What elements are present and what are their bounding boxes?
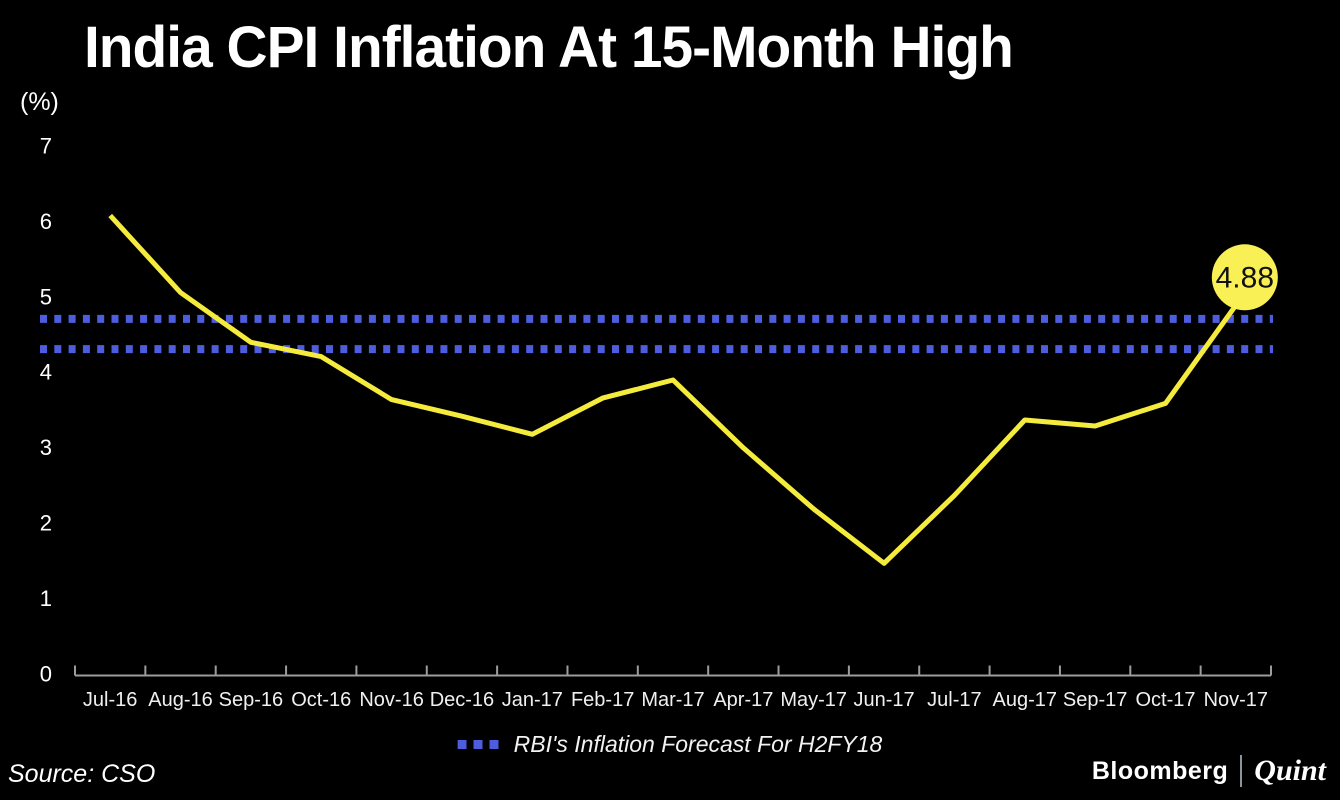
chart-title: India CPI Inflation At 15-Month High — [84, 15, 1014, 80]
latest-value-marker — [1211, 244, 1278, 311]
x-tick-label: Feb-17 — [571, 689, 634, 711]
logo-separator — [1240, 755, 1243, 787]
y-tick-label: 2 — [40, 511, 52, 536]
x-tick-label: Aug-17 — [993, 689, 1058, 711]
x-tick-label: Oct-17 — [1135, 689, 1195, 711]
forecast-legend-label: RBI's Inflation Forecast For H2FY18 — [513, 731, 883, 757]
x-tick-label: Oct-16 — [291, 689, 351, 711]
legend: RBI's Inflation Forecast For H2FY18 — [457, 731, 883, 758]
y-tick-label: 5 — [40, 284, 52, 309]
x-tick-label: Aug-16 — [148, 689, 213, 711]
x-tick-label: Jul-17 — [927, 689, 981, 711]
x-tick-label: May-17 — [780, 689, 847, 711]
x-tick-label: Jul-16 — [83, 689, 137, 711]
y-tick-label: 0 — [40, 662, 52, 687]
bloomberg-wordmark: Bloomberg — [1091, 756, 1229, 785]
source-note: Source: CSO — [8, 760, 156, 788]
latest-value-label: 4.88 — [1216, 261, 1274, 294]
y-tick-label: 4 — [40, 360, 52, 385]
x-tick-label: Nov-16 — [359, 689, 423, 711]
forecast-legend-swatch — [457, 740, 500, 749]
y-tick-label: 7 — [40, 133, 52, 158]
x-tick-label: Dec-16 — [430, 689, 494, 711]
y-tick-label: 3 — [40, 435, 52, 460]
quint-wordmark: Quint — [1254, 754, 1326, 787]
x-tick-label: Nov-17 — [1204, 689, 1268, 711]
x-tick-label: Jan-17 — [502, 689, 563, 711]
y-tick-label: 6 — [40, 209, 52, 234]
x-tick-label: Mar-17 — [641, 689, 704, 711]
brand-logo: Bloomberg Quint — [1092, 754, 1326, 788]
x-tick-label: Apr-17 — [713, 689, 773, 711]
y-axis-unit-label: (%) — [20, 88, 59, 116]
x-tick-label: Jun-17 — [853, 689, 914, 711]
y-tick-label: 1 — [40, 586, 52, 611]
cpi-line-series — [108, 213, 1238, 566]
x-tick-label: Sep-17 — [1063, 689, 1128, 711]
x-tick-label: Sep-16 — [219, 689, 284, 711]
